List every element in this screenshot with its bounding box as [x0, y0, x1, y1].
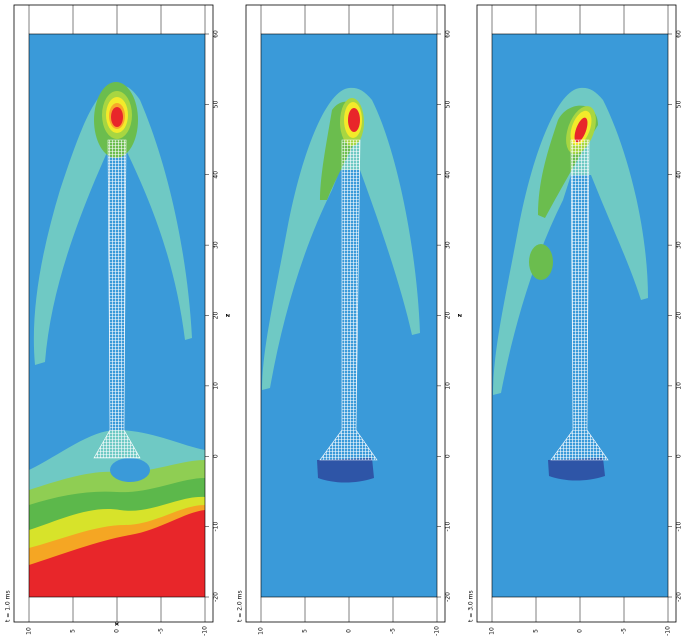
x-axis-label: x [114, 622, 121, 626]
y-tick-label: 50 [213, 100, 220, 108]
y-tick-label: 50 [445, 100, 452, 108]
x-tick-label: -5 [390, 628, 397, 634]
y-tick-label: 0 [213, 454, 220, 458]
y-tick-label: 60 [213, 30, 220, 38]
y-tick-label: 40 [213, 171, 220, 179]
y-tick-label: 20 [213, 312, 220, 320]
y-tick-label: 0 [445, 454, 452, 458]
panel-title: t = 2.0 ms [237, 590, 244, 622]
panel-title: t = 1.0 ms [5, 590, 12, 622]
panel-title: t = 3.0 ms [468, 590, 475, 622]
y-tick-label: 10 [676, 382, 683, 390]
y-tick-label: 60 [445, 30, 452, 38]
y-tick-label: 30 [213, 241, 220, 249]
y-tick-label: 40 [445, 171, 452, 179]
x-tick-label: 0 [346, 629, 353, 633]
x-tick-label: 10 [258, 627, 265, 635]
x-tick-label: -10 [434, 626, 441, 636]
y-tick-label: -10 [213, 522, 220, 532]
x-tick-label: 0 [577, 629, 584, 633]
y-tick-label: -20 [676, 592, 683, 602]
y-tick-label: 10 [445, 382, 452, 390]
x-tick-label: 0 [114, 629, 121, 633]
y-tick-label: 50 [676, 100, 683, 108]
y-tick-label: 20 [445, 312, 452, 320]
y-tick-label: -10 [676, 522, 683, 532]
y-tick-label: 30 [445, 241, 452, 249]
y-axis-label: z [457, 313, 464, 317]
figure: 1050-5-10-20-100102030405060t = 1.0 msxz… [0, 0, 686, 640]
y-tick-label: -20 [445, 592, 452, 602]
field-panel-3 [492, 34, 668, 597]
y-tick-label: 60 [676, 30, 683, 38]
x-tick-label: 10 [489, 627, 496, 635]
x-tick-label: -10 [202, 626, 209, 636]
y-tick-label: -10 [445, 522, 452, 532]
field-panel-2 [261, 34, 437, 597]
x-tick-label: 5 [533, 629, 540, 633]
y-tick-label: 30 [676, 241, 683, 249]
y-tick-label: 10 [213, 382, 220, 390]
y-tick-label: 0 [676, 454, 683, 458]
y-tick-label: 20 [676, 312, 683, 320]
x-tick-label: 5 [70, 629, 77, 633]
y-tick-label: 40 [676, 171, 683, 179]
y-tick-label: -20 [213, 592, 220, 602]
field-panel-1 [29, 34, 205, 597]
x-tick-label: -5 [158, 628, 165, 634]
x-tick-label: 10 [26, 627, 33, 635]
x-tick-label: 5 [302, 629, 309, 633]
x-tick-label: -5 [621, 628, 628, 634]
y-axis-label: z [225, 313, 232, 317]
x-tick-label: -10 [665, 626, 672, 636]
